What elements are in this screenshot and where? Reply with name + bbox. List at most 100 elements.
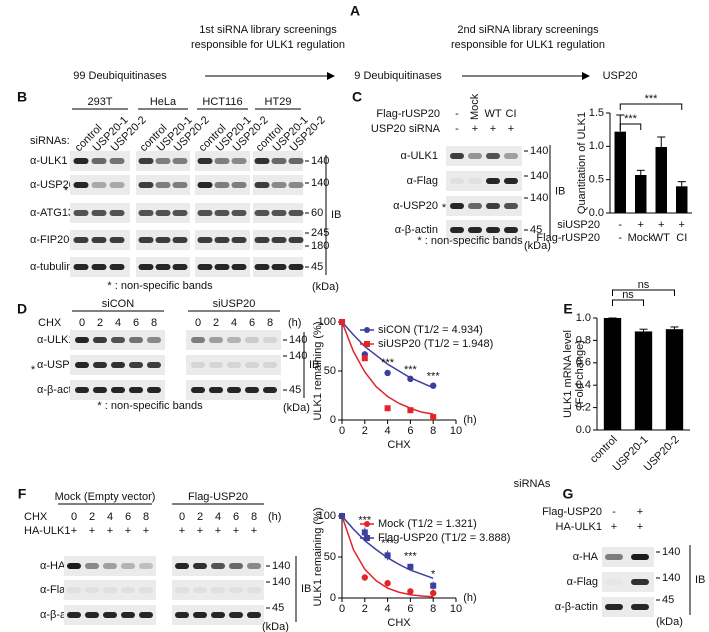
lane-cell: -	[612, 506, 616, 518]
band	[155, 158, 171, 164]
lane-cell: 2	[89, 511, 95, 523]
blot-strip	[446, 146, 522, 166]
arrow-note: responsible for ULK1 regulation	[451, 39, 605, 51]
blot-row-label: α-ULK1	[30, 155, 68, 167]
cell-line-label: HCT116	[202, 96, 242, 108]
lane-cell: 8	[143, 511, 149, 523]
band	[214, 264, 230, 270]
point	[361, 574, 368, 581]
arrow-head	[582, 72, 590, 80]
lane-row-label: USP20 siRNA	[371, 123, 441, 135]
band	[450, 203, 464, 209]
x-axis-title: CHX	[387, 439, 411, 451]
band	[121, 587, 135, 593]
legend-label: siUSP20 (T1/2 = 1.948)	[378, 338, 493, 350]
y-axis-title: ULK1 mRNA level	[562, 330, 574, 418]
y-tick-label: 100	[318, 510, 336, 522]
band	[468, 203, 482, 209]
band	[138, 237, 154, 243]
point	[407, 375, 414, 383]
lane-row-label: HA-ULK1	[556, 521, 602, 533]
y-tick-label: 1.0	[576, 312, 591, 324]
annotation: ***	[427, 371, 441, 383]
y-tick-label: 0.4	[576, 379, 591, 391]
y-axis-title: ULK1 remaining (%)	[312, 321, 324, 420]
annotation: ***	[358, 514, 372, 526]
band	[75, 362, 89, 368]
blot-row-label: α-FIP200	[30, 234, 76, 246]
band	[197, 158, 213, 164]
marker-label: 45	[662, 594, 674, 606]
x-tick-label: 2	[362, 425, 368, 437]
marker-label: 140	[530, 145, 548, 157]
unit-label: (kDa)	[262, 621, 289, 632]
marker-label: 140	[272, 576, 290, 588]
band	[93, 337, 107, 343]
band	[197, 210, 213, 216]
blot-row-label: α-β-actin	[395, 224, 438, 236]
band	[121, 612, 135, 618]
point	[430, 589, 437, 597]
band	[271, 237, 287, 243]
band	[227, 387, 241, 393]
lane-cell: +	[472, 123, 478, 135]
point	[430, 382, 437, 389]
lane-cell: +	[251, 525, 257, 537]
band	[147, 337, 161, 343]
band	[147, 387, 161, 393]
band	[247, 587, 261, 593]
y-axis-title: Quantitation of ULK1	[576, 112, 588, 214]
band	[468, 227, 482, 233]
x-axis-title: CHX	[387, 617, 411, 629]
lane-cell: 8	[267, 317, 273, 329]
cell-line-label: HT29	[265, 96, 292, 108]
band	[172, 210, 188, 216]
x-tick-label: 4	[385, 603, 391, 615]
x-tick-label: 8	[430, 603, 436, 615]
band	[191, 387, 205, 393]
x-tick-label: 6	[407, 603, 413, 615]
band	[85, 587, 99, 593]
x-row-cell: +	[638, 219, 644, 231]
band	[172, 182, 188, 188]
band	[91, 182, 107, 188]
marker-label: 140	[311, 177, 329, 189]
point	[384, 405, 391, 412]
y-tick-label: 0.8	[576, 334, 591, 346]
marker-label: 140	[530, 192, 548, 204]
lane-cell: 4	[107, 511, 113, 523]
band	[288, 264, 304, 270]
band	[263, 362, 277, 368]
x-tick-label: 8	[430, 425, 436, 437]
band	[147, 362, 161, 368]
band	[450, 227, 464, 233]
lane-cell: +	[637, 506, 643, 518]
method-label: IB	[301, 583, 311, 595]
band	[175, 612, 189, 618]
y-tick-label: 50	[324, 365, 336, 377]
y-axis-title: ULK1 remaining (%)	[312, 507, 324, 606]
band	[73, 237, 89, 243]
band	[468, 178, 482, 184]
blot-strip	[172, 580, 264, 600]
legend-marker	[364, 341, 370, 347]
band	[109, 264, 125, 270]
x-tick-label: 10	[450, 603, 462, 615]
point	[384, 580, 391, 587]
y-tick-label: 0	[330, 592, 336, 604]
group-label: siUSP20	[213, 298, 256, 310]
blot-strip	[446, 220, 522, 240]
band	[172, 264, 188, 270]
band	[504, 203, 518, 209]
marker-label: 45	[289, 384, 301, 396]
band	[486, 153, 500, 159]
band	[605, 554, 623, 560]
marker-label: 45	[311, 261, 323, 273]
blot-row-label: α-Flag	[567, 576, 598, 588]
band	[245, 387, 259, 393]
band	[91, 237, 107, 243]
lane-cell: WT	[484, 108, 501, 120]
blot-strip	[186, 330, 281, 350]
point	[339, 513, 345, 519]
band	[450, 153, 464, 159]
